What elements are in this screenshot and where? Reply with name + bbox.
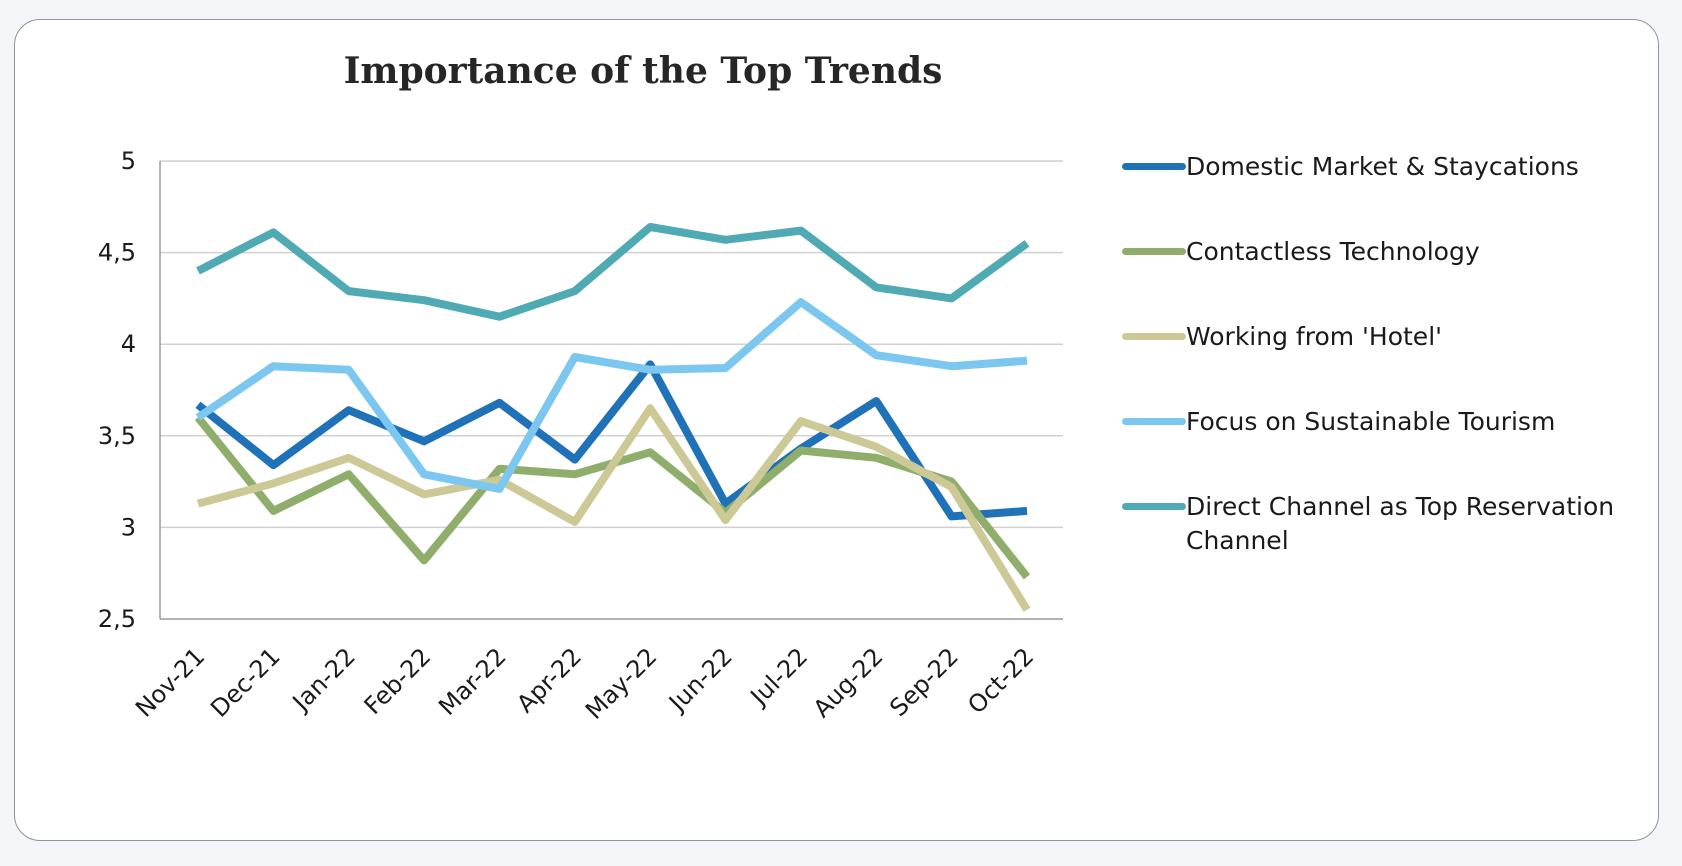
legend-item: Domestic Market & Staycations — [1122, 150, 1662, 235]
legend-item: Working from 'Hotel' — [1122, 320, 1662, 405]
legend-label: Focus on Sustainable Tourism — [1186, 407, 1556, 436]
y-tick-label: 4 — [121, 330, 136, 358]
legend-label: Direct Channel as Top Reservation Channe… — [1186, 492, 1615, 555]
legend: Domestic Market & Staycations Contactless… — [1122, 150, 1662, 575]
x-tick-label: Mar-22 — [433, 642, 511, 720]
series-line — [195, 298, 1028, 493]
y-tick-label: 4,5 — [98, 239, 136, 267]
legend-label: Contactless Technology — [1186, 237, 1480, 266]
legend-swatch — [1122, 248, 1186, 255]
legend-swatch — [1122, 333, 1186, 340]
x-tick-label: Dec-21 — [205, 642, 285, 722]
legend-item: Direct Channel as Top Reservation Channe… — [1122, 490, 1662, 575]
y-tick-label: 2,5 — [98, 605, 136, 633]
x-tick-label: Jul-22 — [744, 642, 813, 711]
y-tick-label: 3 — [121, 513, 136, 541]
x-tick-label: Feb-22 — [359, 642, 437, 720]
x-tick-label: Sep-22 — [884, 642, 964, 722]
y-axis-tick-labels: 2,5 3 3,5 4 4,5 5 — [98, 147, 136, 633]
y-tick-label: 5 — [121, 147, 136, 175]
legend-swatch — [1122, 503, 1186, 510]
legend-label: Working from 'Hotel' — [1186, 322, 1443, 351]
chart-title: Importance of the Top Trends — [343, 50, 943, 92]
axes — [159, 161, 1063, 620]
x-tick-label: Jan-22 — [286, 642, 361, 717]
y-tick-label: 3,5 — [98, 422, 136, 450]
series-line — [196, 223, 1030, 321]
series-line — [196, 404, 1031, 612]
series-lines — [194, 223, 1031, 612]
x-tick-label: Apr-22 — [511, 642, 587, 718]
x-tick-label: Jun-22 — [662, 642, 737, 717]
series-line — [195, 360, 1028, 521]
x-tick-label: Oct-22 — [962, 642, 1039, 719]
legend-item: Focus on Sustainable Tourism — [1122, 405, 1662, 490]
x-tick-label: May-22 — [580, 642, 662, 724]
x-tick-label: Aug-22 — [808, 642, 889, 723]
legend-item: Contactless Technology — [1122, 235, 1662, 320]
legend-label: Domestic Market & Staycations — [1186, 152, 1579, 181]
legend-swatch — [1122, 418, 1186, 425]
legend-swatch — [1122, 163, 1186, 170]
x-tick-label: Nov-21 — [130, 642, 210, 722]
